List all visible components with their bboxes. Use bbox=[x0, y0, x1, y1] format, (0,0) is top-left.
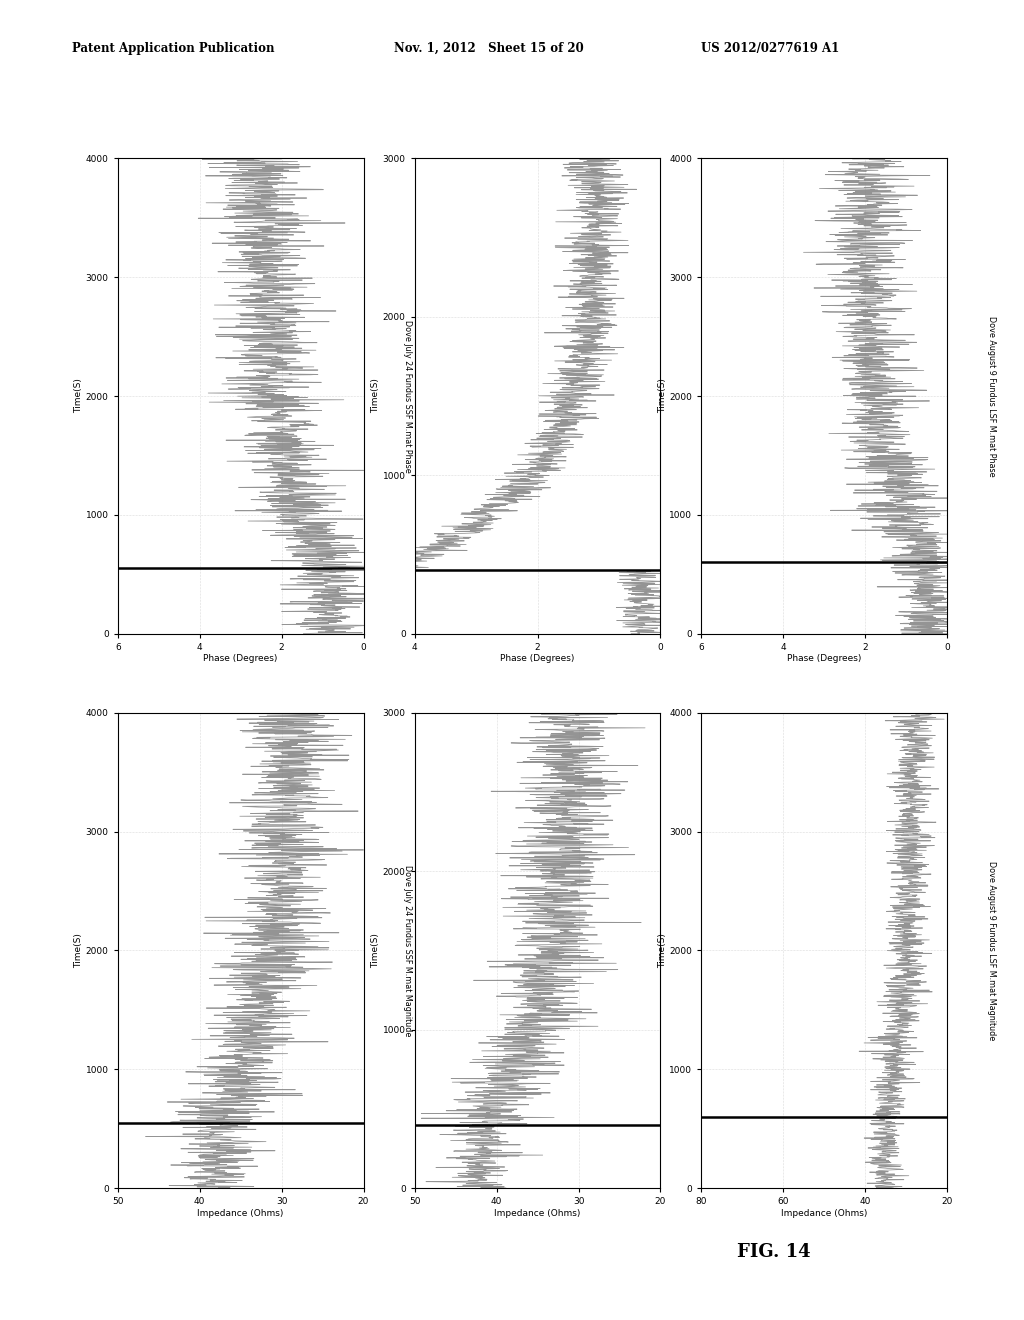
Y-axis label: Time(S): Time(S) bbox=[74, 933, 83, 968]
X-axis label: Phase (Degrees): Phase (Degrees) bbox=[501, 655, 574, 664]
Y-axis label: Time(S): Time(S) bbox=[74, 379, 83, 413]
X-axis label: Impedance (Ohms): Impedance (Ohms) bbox=[198, 1209, 284, 1218]
Y-axis label: Time(S): Time(S) bbox=[371, 379, 380, 413]
Text: Nov. 1, 2012   Sheet 15 of 20: Nov. 1, 2012 Sheet 15 of 20 bbox=[394, 42, 584, 55]
Y-axis label: Time(S): Time(S) bbox=[657, 379, 667, 413]
Y-axis label: Time(S): Time(S) bbox=[657, 933, 667, 968]
Y-axis label: Time(S): Time(S) bbox=[371, 933, 380, 968]
X-axis label: Impedance (Ohms): Impedance (Ohms) bbox=[495, 1209, 581, 1218]
X-axis label: Phase (Degrees): Phase (Degrees) bbox=[787, 655, 861, 664]
Text: Dove July 24 Fundus SSF M.mat Phase: Dove July 24 Fundus SSF M.mat Phase bbox=[403, 319, 413, 473]
Text: FIG. 14: FIG. 14 bbox=[737, 1242, 811, 1261]
Text: Dove August 9 Fundus LSF M.mat Phase: Dove August 9 Fundus LSF M.mat Phase bbox=[987, 315, 996, 477]
Text: Dove July 30 Fundus SHF M.mat Magnitude: Dove July 30 Fundus SHF M.mat Magnitude bbox=[700, 865, 710, 1036]
X-axis label: Impedance (Ohms): Impedance (Ohms) bbox=[781, 1209, 867, 1218]
Text: US 2012/0277619 A1: US 2012/0277619 A1 bbox=[701, 42, 840, 55]
Text: Dove August 9 Fundus LSF M.mat Magnitude: Dove August 9 Fundus LSF M.mat Magnitude bbox=[987, 861, 996, 1040]
Text: Dove July 30 Fundus SHF M.mat Phase: Dove July 30 Fundus SHF M.mat Phase bbox=[700, 319, 710, 473]
Text: Patent Application Publication: Patent Application Publication bbox=[72, 42, 274, 55]
X-axis label: Phase (Degrees): Phase (Degrees) bbox=[204, 655, 278, 664]
Text: Dove July 24 Fundus SSF M.mat Magnitude: Dove July 24 Fundus SSF M.mat Magnitude bbox=[403, 865, 413, 1036]
